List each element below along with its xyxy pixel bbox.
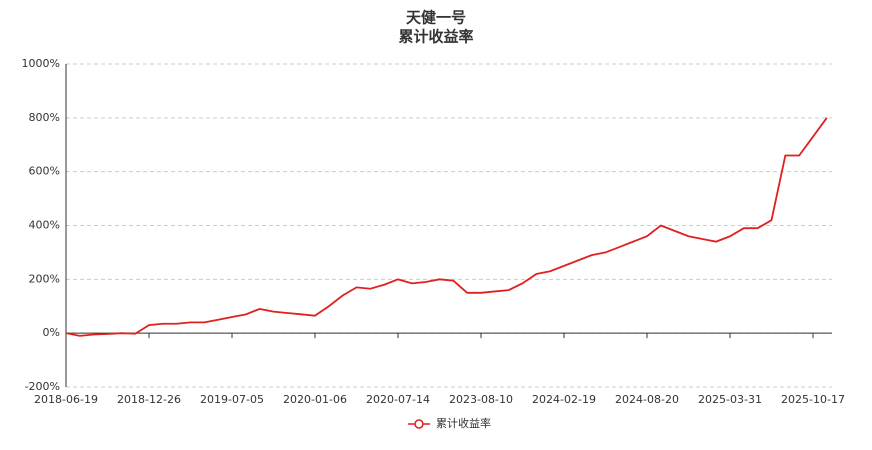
legend-marker — [414, 419, 424, 429]
y-tick-label: 1000% — [22, 57, 60, 70]
line-series — [65, 117, 828, 337]
y-tick-label: -200% — [25, 380, 60, 393]
legend-label: 累计收益率 — [436, 416, 491, 430]
x-tick-label: 2018-12-26 — [117, 393, 181, 406]
x-tick-label: 2025-03-31 — [698, 393, 762, 406]
x-tick-label: 2025-10-17 — [781, 393, 845, 406]
y-tick-label: 400% — [29, 219, 60, 232]
y-tick-label: 0% — [43, 326, 60, 339]
x-tick-label: 2018-06-19 — [34, 393, 98, 406]
x-tick-label: 2023-08-10 — [449, 393, 513, 406]
y-tick-label: 800% — [29, 111, 60, 124]
y-tick-label: 600% — [29, 165, 60, 178]
x-tick-label: 2024-02-19 — [532, 393, 596, 406]
y-tick-label: 200% — [29, 272, 60, 285]
x-tick-label: 2020-01-06 — [283, 393, 347, 406]
chart-subtitle: 累计收益率 — [398, 28, 473, 46]
chart-title: 天健一号 — [406, 9, 466, 27]
x-tick-label: 2024-08-20 — [615, 393, 679, 406]
x-tick-label: 2019-07-05 — [200, 393, 264, 406]
x-tick-label: 2020-07-14 — [366, 393, 430, 406]
